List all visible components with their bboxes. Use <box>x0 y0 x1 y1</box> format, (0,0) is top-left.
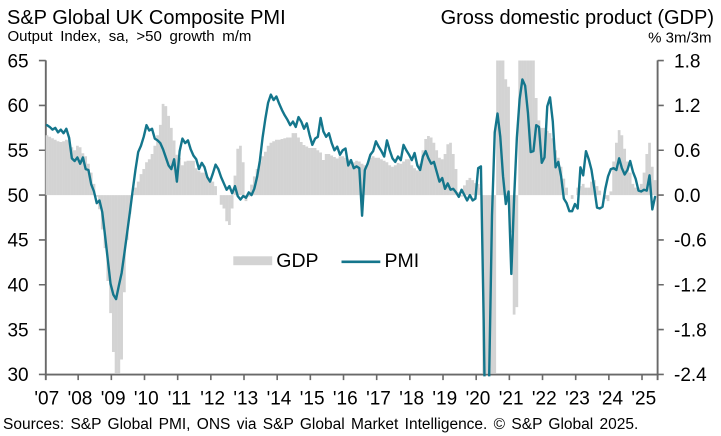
svg-text:1.2: 1.2 <box>674 96 700 117</box>
svg-text:0.0: 0.0 <box>674 186 700 207</box>
svg-text:60: 60 <box>7 96 28 117</box>
svg-text:40: 40 <box>7 276 28 297</box>
svg-text:45: 45 <box>7 231 28 252</box>
svg-text:'17: '17 <box>366 389 391 410</box>
svg-text:'11: '11 <box>168 389 191 410</box>
svg-text:'16: '16 <box>333 389 358 410</box>
svg-text:'07: '07 <box>34 389 59 410</box>
svg-text:GDP: GDP <box>276 250 318 272</box>
svg-text:-2.4: -2.4 <box>674 365 707 386</box>
svg-text:35: 35 <box>7 320 28 341</box>
svg-text:Output Index, sa, >50 growth m: Output Index, sa, >50 growth m/m <box>8 28 252 45</box>
svg-text:Gross domestic product (GDP): Gross domestic product (GDP) <box>441 7 714 29</box>
svg-text:0.6: 0.6 <box>674 141 700 162</box>
svg-text:'22: '22 <box>532 389 557 410</box>
svg-text:PMI: PMI <box>385 250 420 272</box>
svg-text:'19: '19 <box>432 389 457 410</box>
svg-text:65: 65 <box>7 51 28 72</box>
svg-text:-1.8: -1.8 <box>674 320 707 341</box>
svg-text:'23: '23 <box>565 389 590 410</box>
svg-text:'18: '18 <box>399 389 424 410</box>
svg-text:'24: '24 <box>598 389 623 410</box>
svg-text:'12: '12 <box>200 389 225 410</box>
svg-text:'20: '20 <box>466 389 491 410</box>
svg-text:'25: '25 <box>631 389 656 410</box>
svg-text:'14: '14 <box>267 389 292 410</box>
svg-text:-0.6: -0.6 <box>674 231 707 252</box>
svg-text:S&P Global UK Composite PMI: S&P Global UK Composite PMI <box>7 7 286 29</box>
svg-text:55: 55 <box>7 141 28 162</box>
svg-text:50: 50 <box>7 186 28 207</box>
svg-text:'08: '08 <box>68 389 93 410</box>
svg-text:'10: '10 <box>134 389 159 410</box>
svg-text:30: 30 <box>7 365 28 386</box>
svg-text:Sources: S&P Global PMI, ONS v: Sources: S&P Global PMI, ONS via S&P Glo… <box>3 416 638 433</box>
svg-text:'09: '09 <box>101 389 126 410</box>
svg-text:'15: '15 <box>300 389 325 410</box>
svg-text:-1.2: -1.2 <box>674 276 707 297</box>
svg-text:1.8: 1.8 <box>674 51 700 72</box>
svg-text:% 3m/3m: % 3m/3m <box>648 30 711 47</box>
svg-text:'13: '13 <box>233 389 258 410</box>
svg-text:'21: '21 <box>499 389 524 410</box>
